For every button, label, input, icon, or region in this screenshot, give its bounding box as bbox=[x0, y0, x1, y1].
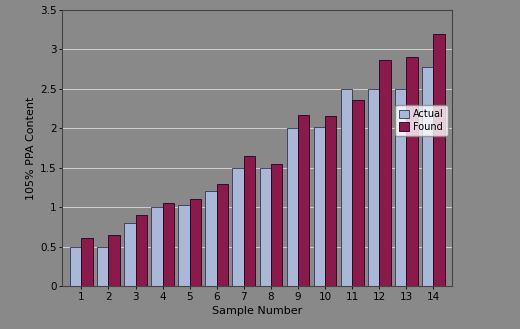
Bar bbox=[352, 100, 363, 286]
Legend: Actual, Found: Actual, Found bbox=[395, 105, 448, 136]
Bar bbox=[434, 34, 445, 286]
Bar bbox=[163, 203, 174, 286]
Bar bbox=[341, 89, 352, 286]
X-axis label: Sample Number: Sample Number bbox=[212, 306, 303, 316]
Bar bbox=[244, 156, 255, 286]
Bar bbox=[151, 207, 163, 286]
Bar bbox=[314, 127, 325, 286]
Bar bbox=[109, 235, 120, 286]
Bar bbox=[97, 247, 109, 286]
Bar bbox=[124, 223, 136, 286]
Bar bbox=[178, 205, 190, 286]
Bar bbox=[259, 168, 271, 286]
Bar bbox=[395, 89, 406, 286]
Bar bbox=[136, 215, 147, 286]
Bar bbox=[368, 89, 379, 286]
Bar bbox=[217, 184, 228, 286]
Bar bbox=[70, 247, 81, 286]
Bar bbox=[271, 164, 282, 286]
Bar bbox=[232, 168, 244, 286]
Bar bbox=[298, 115, 309, 286]
Bar bbox=[81, 238, 93, 286]
Y-axis label: 105% PPA Content: 105% PPA Content bbox=[26, 96, 36, 200]
Bar bbox=[205, 191, 217, 286]
Bar bbox=[406, 57, 418, 286]
Bar bbox=[190, 199, 201, 286]
Bar bbox=[422, 67, 434, 286]
Bar bbox=[325, 116, 336, 286]
Bar bbox=[287, 128, 298, 286]
Bar bbox=[379, 61, 391, 286]
